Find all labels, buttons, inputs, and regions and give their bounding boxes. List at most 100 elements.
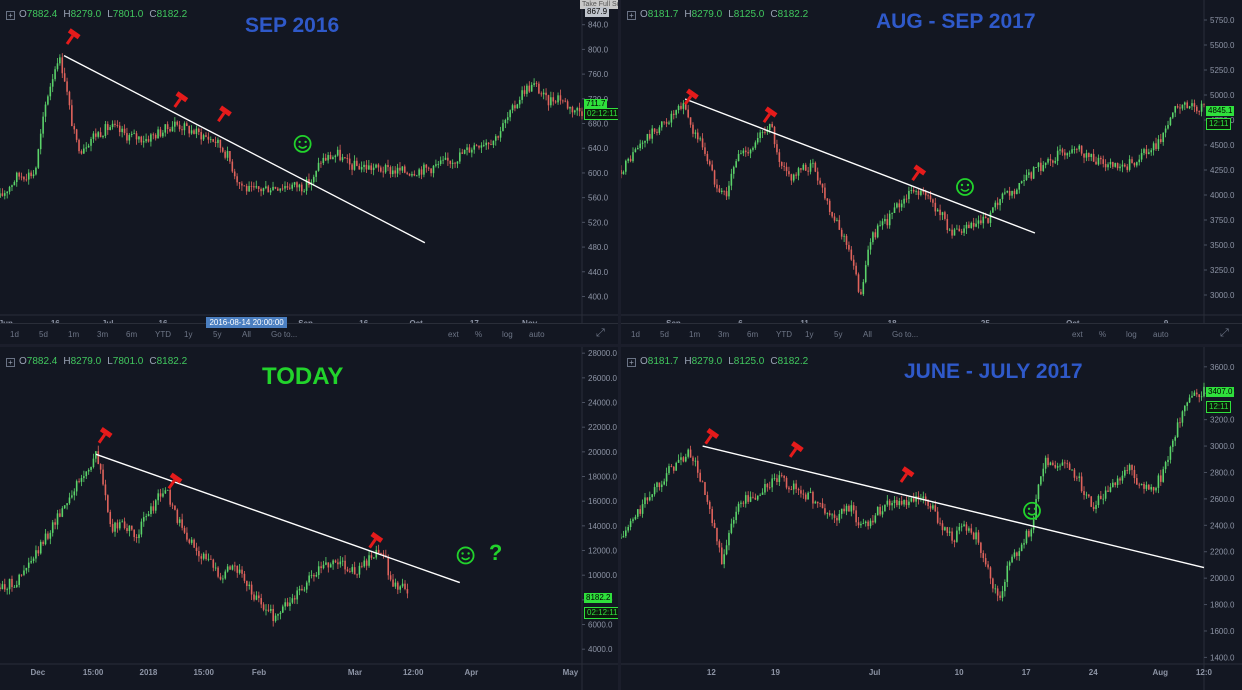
candle-body xyxy=(68,91,71,106)
candle-body xyxy=(980,542,982,553)
timeframe-button[interactable]: 3m xyxy=(97,330,109,339)
timeframe-button[interactable]: All xyxy=(863,330,872,339)
scale-control-button[interactable]: auto xyxy=(529,330,545,339)
candle-body xyxy=(363,560,366,567)
candle-body xyxy=(891,213,893,214)
candle-body xyxy=(118,125,121,133)
collapse-icon[interactable]: + xyxy=(6,11,15,20)
candle-body xyxy=(152,506,155,511)
timeframe-button[interactable]: 1y xyxy=(805,330,814,339)
candle-body xyxy=(176,121,179,125)
candle-body xyxy=(903,198,905,204)
candle-body xyxy=(682,457,685,462)
candle-body xyxy=(35,167,37,175)
candles xyxy=(621,99,1205,297)
timeframe-button[interactable]: YTD xyxy=(155,330,171,339)
scale-control-button[interactable]: auto xyxy=(1153,330,1169,339)
candle-body xyxy=(1164,128,1167,133)
chart-canvas[interactable]: 4000.06000.08000.010000.012000.014000.01… xyxy=(0,347,618,690)
candle-body xyxy=(860,523,862,526)
candle-body xyxy=(718,188,721,193)
collapse-icon[interactable]: + xyxy=(627,358,636,367)
y-tick-label: 16000.0 xyxy=(588,497,617,506)
chart-canvas[interactable]: 1400.0 1600.0 1800.0 2000.0 2200.0 2400.0 2600… xyxy=(621,347,1242,690)
low-value: 7801.0 xyxy=(112,9,144,20)
candle-body xyxy=(876,506,879,516)
scale-control-button[interactable]: ext xyxy=(448,330,459,339)
candle-body xyxy=(361,565,363,567)
candle-body xyxy=(1,193,4,196)
candle-body xyxy=(956,530,958,542)
candle-body xyxy=(708,161,711,165)
timeframe-button[interactable]: 6m xyxy=(126,330,138,339)
collapse-icon[interactable]: + xyxy=(6,358,15,367)
timeframe-button[interactable]: All xyxy=(242,330,251,339)
timeframe-button[interactable]: 1d xyxy=(10,330,19,339)
timeframe-button[interactable]: 5y xyxy=(834,330,843,339)
scale-control-button[interactable]: ext xyxy=(1072,330,1083,339)
candle-body xyxy=(250,186,253,187)
candle-body xyxy=(1018,182,1021,190)
chart-panel-aug-sep-2017[interactable]: 3000.0 3250.0 3500.0 3750.0 4000.0 4250.0 4500… xyxy=(621,0,1242,344)
candle-body xyxy=(6,191,8,194)
timeframe-button[interactable]: Go to... xyxy=(892,330,919,339)
timeframe-button[interactable]: 1m xyxy=(68,330,80,339)
collapse-icon[interactable]: + xyxy=(627,11,636,20)
candle-body xyxy=(761,492,764,495)
timeframe-button[interactable]: YTD xyxy=(776,330,792,339)
fullscreen-icon[interactable]: ⤢ xyxy=(596,327,605,339)
timeframe-button[interactable]: 1m xyxy=(689,330,701,339)
candle-body xyxy=(1145,484,1148,489)
candle-body xyxy=(313,575,315,577)
candle-body xyxy=(653,128,656,132)
candle-body xyxy=(992,578,994,589)
candle-body xyxy=(812,162,814,164)
timeframe-button[interactable]: Go to... xyxy=(271,330,298,339)
candle-body xyxy=(752,147,754,150)
candle-body xyxy=(193,539,195,548)
scale-control-button[interactable]: % xyxy=(475,330,483,339)
candle-body xyxy=(111,524,114,532)
candle-body xyxy=(1184,102,1186,105)
candle-body xyxy=(473,145,476,150)
chart-panel-today[interactable]: 4000.06000.08000.010000.012000.014000.01… xyxy=(0,347,618,690)
timeframe-button[interactable]: 5y xyxy=(213,330,222,339)
chart-panel-sep-2016[interactable]: 400.0 440.0 480.0 520.0 560.0 600.0 640.0 680.0… xyxy=(0,0,618,344)
candle-body xyxy=(915,496,917,502)
candle-body xyxy=(530,84,533,92)
candle-body xyxy=(80,478,83,482)
timeframe-button[interactable]: 1d xyxy=(631,330,640,339)
candle-body xyxy=(802,493,805,495)
x-tick-label: 24 xyxy=(1089,668,1098,677)
candle-body xyxy=(634,516,637,520)
timeframe-button[interactable]: 6m xyxy=(747,330,759,339)
chart-title: JUNE - JULY 2017 xyxy=(904,360,1083,383)
candle-body xyxy=(1179,422,1181,424)
candle-body xyxy=(116,522,119,529)
scale-control-button[interactable]: log xyxy=(1126,330,1137,339)
candle-body xyxy=(195,547,198,551)
chart-canvas[interactable]: 3000.0 3250.0 3500.0 3750.0 4000.0 4250.0 4500… xyxy=(621,0,1242,344)
timeframe-button[interactable]: 3m xyxy=(718,330,730,339)
scale-control-button[interactable]: % xyxy=(1099,330,1107,339)
timeframe-button[interactable]: 5d xyxy=(660,330,669,339)
candle-body xyxy=(1121,475,1124,481)
candle-body xyxy=(11,578,13,588)
chart-canvas[interactable]: 400.0 440.0 480.0 520.0 560.0 600.0 640.0 680.0… xyxy=(0,0,618,344)
timeframe-button[interactable]: 1y xyxy=(184,330,193,339)
candle-body xyxy=(85,471,88,477)
candle-body xyxy=(1047,158,1049,163)
candle-body xyxy=(186,123,188,126)
candle-body xyxy=(1011,190,1013,196)
candle-body xyxy=(879,225,881,227)
timeframe-button[interactable]: 5d xyxy=(39,330,48,339)
candle-body xyxy=(353,567,356,575)
fullscreen-icon[interactable]: ⤢ xyxy=(1220,327,1229,339)
candle-body xyxy=(401,166,404,171)
candle-body xyxy=(80,151,83,154)
candle-body xyxy=(368,165,370,170)
chart-panel-june-july-2017[interactable]: 1400.0 1600.0 1800.0 2000.0 2200.0 2400.0 2600… xyxy=(621,347,1242,690)
candle-body xyxy=(872,232,874,243)
scale-control-button[interactable]: log xyxy=(502,330,513,339)
candle-body xyxy=(1150,487,1153,490)
